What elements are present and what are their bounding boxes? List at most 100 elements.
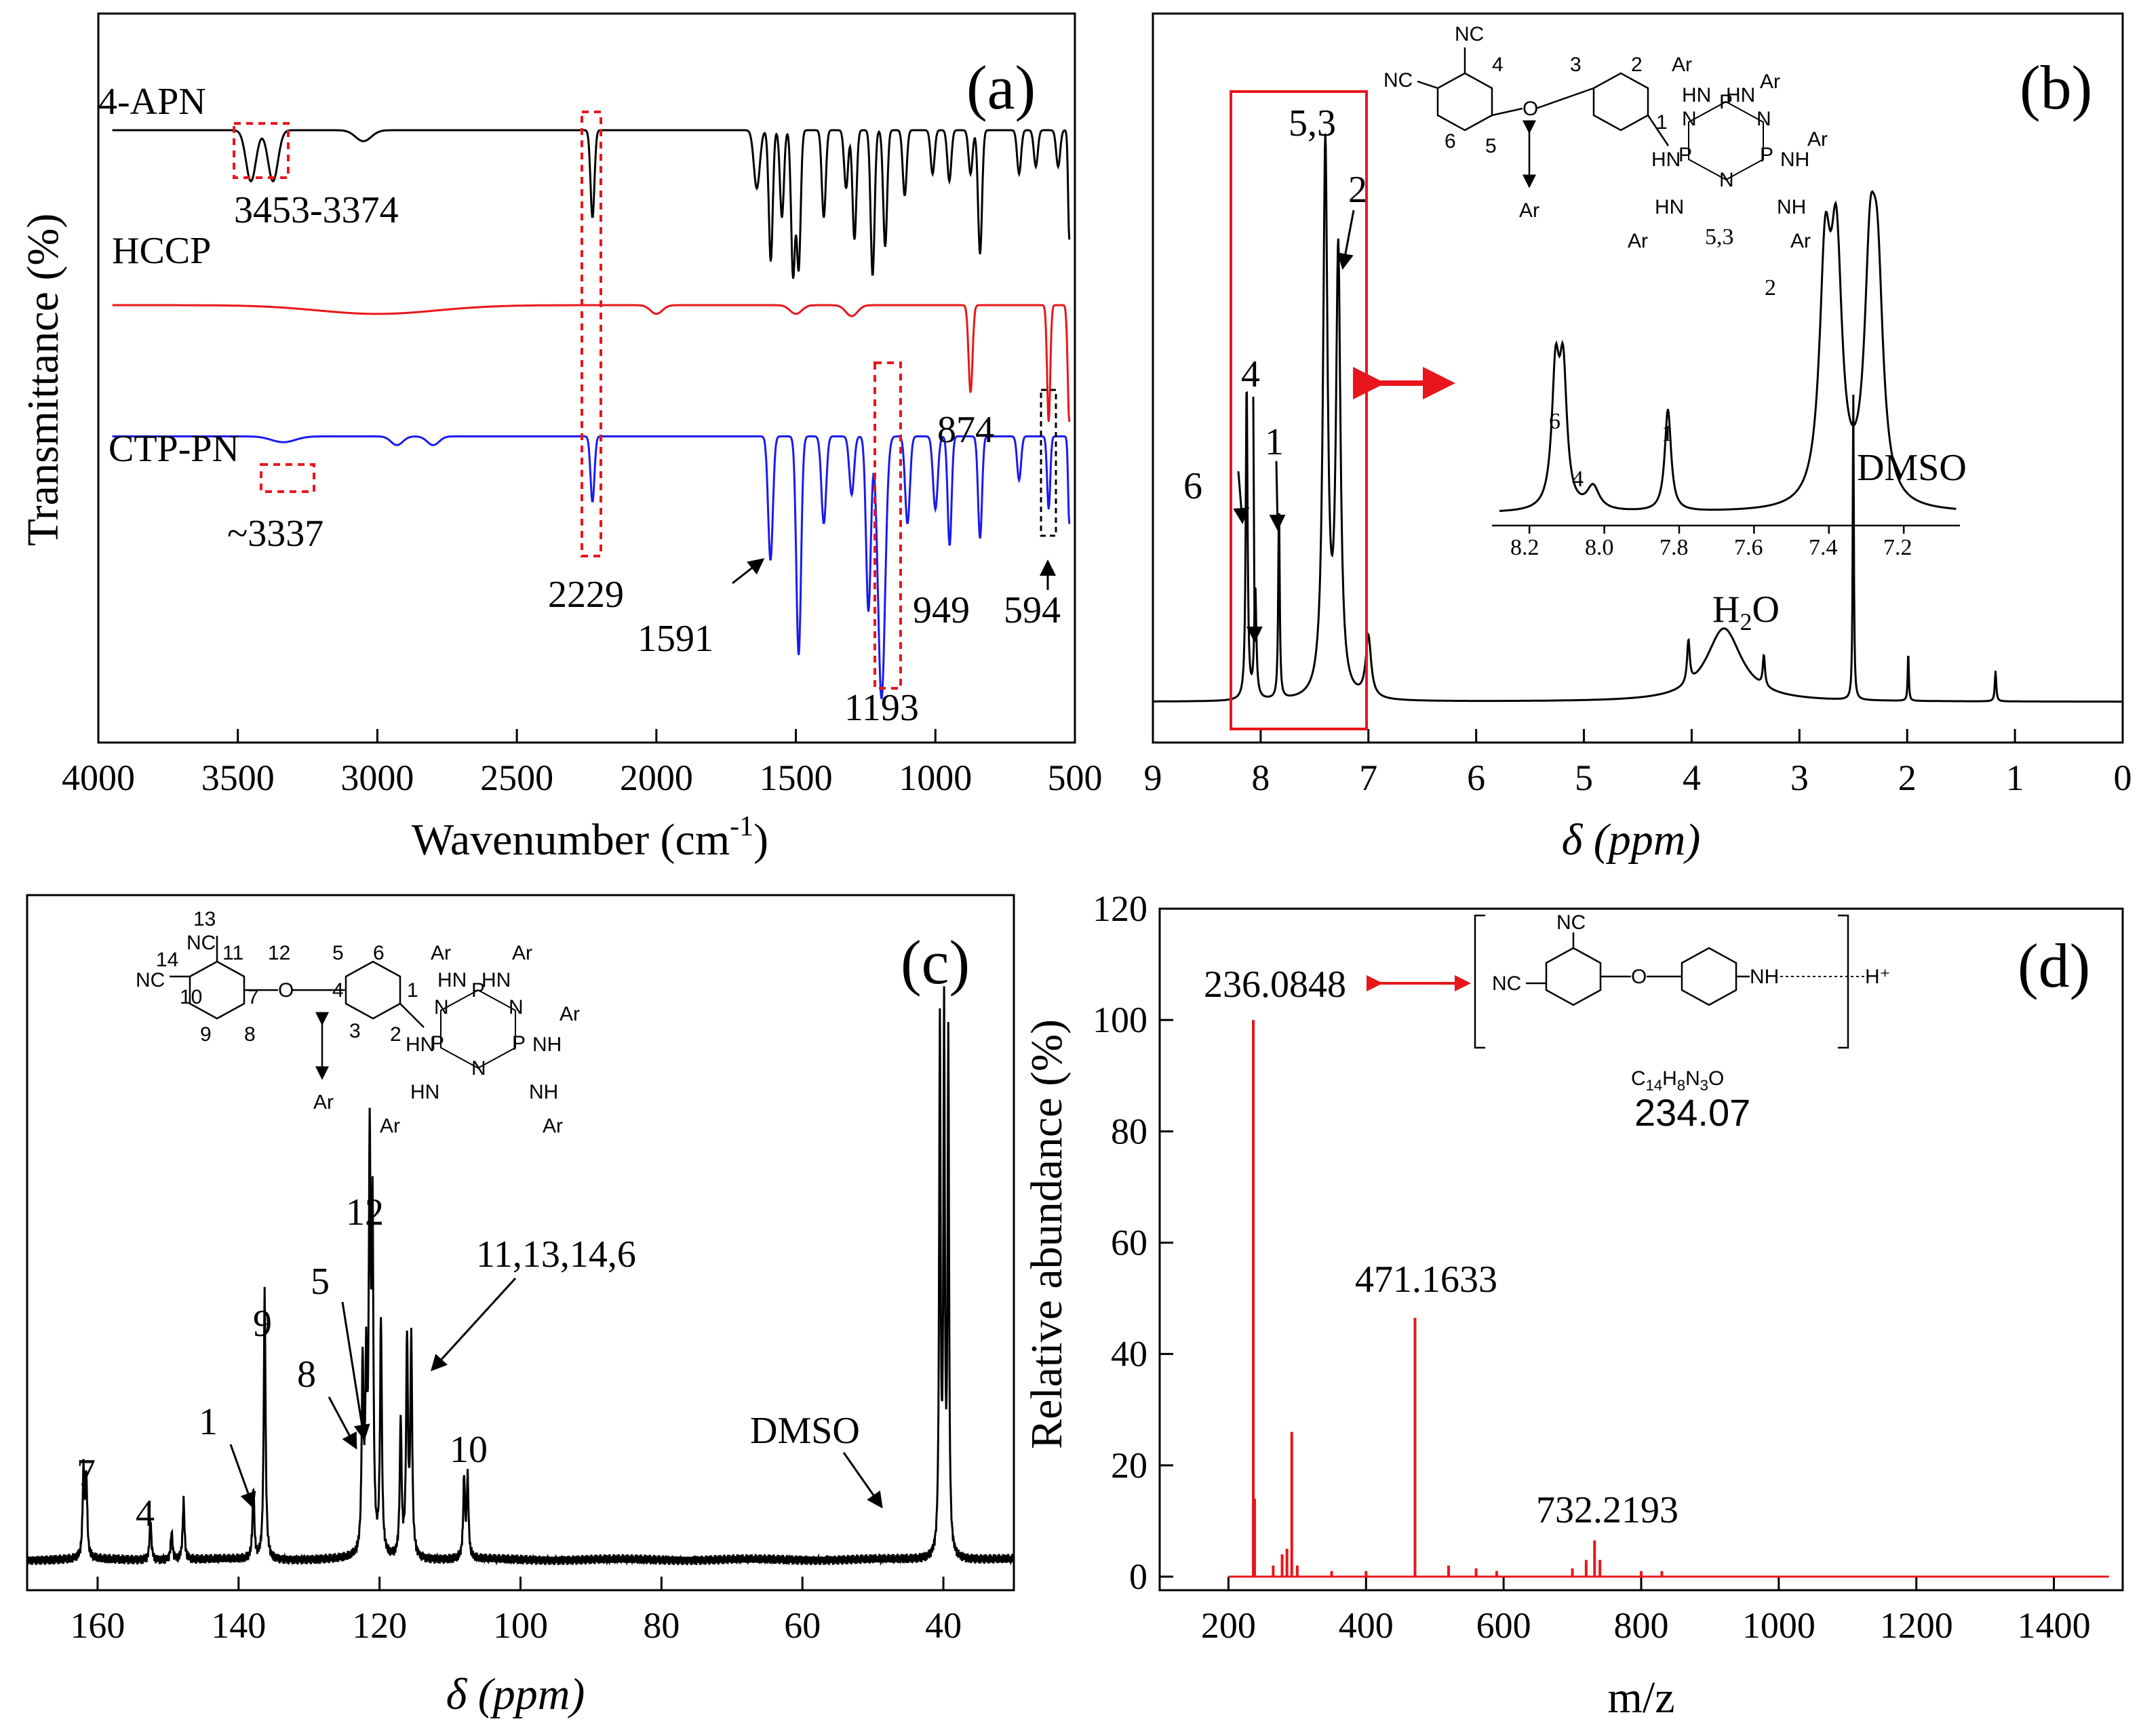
svg-text:Ar: Ar bbox=[543, 1115, 563, 1137]
peak-label-1: 1 bbox=[1265, 421, 1284, 463]
peak-label-236: 236.0848 bbox=[1204, 964, 1346, 1006]
svg-text:N: N bbox=[434, 996, 449, 1019]
peak-label-12: 12 bbox=[346, 1191, 384, 1234]
x-axis-c-tick-label: 120 bbox=[352, 1605, 407, 1646]
svg-text:9: 9 bbox=[200, 1023, 212, 1046]
x-axis-a-tick-label: 500 bbox=[1048, 757, 1103, 798]
svg-text:10: 10 bbox=[180, 986, 202, 1008]
svg-text:NH: NH bbox=[1780, 149, 1809, 171]
svg-text:HN: HN bbox=[1726, 84, 1755, 106]
panel-b-frame bbox=[1152, 12, 2124, 744]
panel-a-tag: (a) bbox=[966, 53, 1036, 122]
arrow-peak-4 bbox=[1246, 396, 1263, 643]
annotation-1193: 1193 bbox=[844, 687, 919, 729]
peak-label-11136: 11,13,14,6 bbox=[476, 1234, 636, 1276]
svg-text:3: 3 bbox=[1570, 54, 1582, 76]
inset-label-1: 1 bbox=[1662, 421, 1673, 446]
panel-a-frame bbox=[97, 12, 1076, 744]
annotation-3337: ~3337 bbox=[227, 513, 323, 555]
inset-label-6: 6 bbox=[1549, 409, 1560, 434]
series-label-ctppn: CTP-PN bbox=[109, 428, 239, 470]
svg-text:4: 4 bbox=[1492, 54, 1504, 76]
svg-text:Ar: Ar bbox=[431, 942, 451, 964]
svg-text:P: P bbox=[1678, 144, 1692, 166]
svg-text:11: 11 bbox=[222, 942, 243, 964]
svg-text:Ar: Ar bbox=[1672, 54, 1692, 76]
series-line-4apn bbox=[112, 129, 1071, 279]
x-axis-b-tick-label: 3 bbox=[1790, 757, 1809, 798]
series-label-hccp: HCCP bbox=[112, 230, 211, 272]
y-axis-d-tick-label: 80 bbox=[1111, 1111, 1147, 1151]
highlight-box-3337 bbox=[260, 463, 315, 493]
svg-text:Ar: Ar bbox=[512, 942, 532, 964]
svg-text:HN: HN bbox=[1651, 149, 1681, 171]
panel-d: 200 400 600 800 1000 1200 1400020406080100120 … bbox=[1022, 888, 2124, 1722]
svg-text:4: 4 bbox=[332, 979, 344, 1002]
series-line-hccp bbox=[112, 304, 1071, 422]
x-axis-d-tick-label: 400 bbox=[1339, 1605, 1394, 1646]
x-axis-c-tick-label: 60 bbox=[784, 1605, 821, 1646]
arrow-peak-2 bbox=[1337, 210, 1355, 270]
svg-text:Ar: Ar bbox=[559, 1003, 580, 1025]
structure-d: NC NC O NH H⁺ C14H8N3O 234.07 bbox=[1474, 911, 1891, 1134]
inset-label-2: 2 bbox=[1765, 275, 1776, 300]
svg-text:Ar: Ar bbox=[1760, 71, 1780, 93]
inset-tick-8.0: 8.0 bbox=[1585, 535, 1614, 560]
svg-text:5: 5 bbox=[1485, 135, 1497, 157]
svg-text:NC: NC bbox=[186, 932, 216, 954]
annotation-874: 874 bbox=[937, 409, 994, 451]
svg-text:2: 2 bbox=[1631, 54, 1643, 76]
x-axis-b-tick-label: 6 bbox=[1467, 757, 1485, 798]
peak-label-dmso: DMSO bbox=[1857, 447, 1967, 489]
inset-tick-7.6: 7.6 bbox=[1734, 535, 1763, 560]
svg-text:NH: NH bbox=[1777, 196, 1806, 218]
highlight-box-1193 bbox=[873, 361, 902, 690]
y-axis-title-a: Transmittance (%) bbox=[18, 214, 68, 547]
svg-text:NH: NH bbox=[532, 1033, 562, 1056]
x-axis-c-tick-label: 80 bbox=[643, 1605, 680, 1646]
peak-label-9: 9 bbox=[253, 1303, 272, 1345]
panel-c-tag: (c) bbox=[901, 928, 970, 997]
structure-c: 13 NC 14 NC 11 12 10 7 9 8 O 4 5 6 3 2 1… bbox=[136, 908, 580, 1137]
arrow-c8 bbox=[328, 1396, 357, 1450]
x-axis-b-tick-label: 7 bbox=[1359, 757, 1377, 798]
peak-label-471: 471.1633 bbox=[1355, 1259, 1497, 1301]
structure-b: NC NC O Ar 4 3 2 6 5 1 P P P N N N HN HN… bbox=[1383, 23, 1828, 252]
svg-text:HN: HN bbox=[482, 969, 511, 991]
peak-label-8: 8 bbox=[297, 1354, 316, 1396]
svg-text:Ar: Ar bbox=[1807, 128, 1828, 151]
x-axis-a-tick-label: 2500 bbox=[480, 757, 553, 798]
x-axis-c-tick-label: 40 bbox=[925, 1605, 962, 1646]
x-axis-title-c: δ (ppm) bbox=[446, 1670, 585, 1719]
svg-text:N: N bbox=[509, 996, 524, 1019]
peak-label-732: 732.2193 bbox=[1536, 1489, 1678, 1531]
x-axis-b-tick-label: 0 bbox=[2114, 757, 2132, 798]
series-line-ctppn bbox=[112, 435, 1071, 699]
inset-tick-7.2: 7.2 bbox=[1883, 535, 1912, 560]
svg-text:HN: HN bbox=[1682, 84, 1711, 106]
svg-text:NC: NC bbox=[1383, 69, 1413, 92]
y-axis-d-tick-label: 40 bbox=[1111, 1334, 1147, 1375]
svg-text:5: 5 bbox=[332, 942, 344, 964]
svg-text:N: N bbox=[471, 1057, 486, 1080]
svg-text:P: P bbox=[512, 1032, 526, 1054]
panel-d-tag: (d) bbox=[2018, 931, 2090, 1000]
y-axis-d-tick-label: 0 bbox=[1129, 1556, 1147, 1597]
x-axis-c-tick-label: 140 bbox=[211, 1605, 266, 1646]
y-axis-d-tick-label: 100 bbox=[1093, 1000, 1147, 1040]
peak-label-4: 4 bbox=[1241, 353, 1260, 395]
svg-text:P: P bbox=[431, 1032, 444, 1054]
annotation-1591: 1591 bbox=[637, 618, 713, 660]
arrow-c5 bbox=[341, 1301, 370, 1441]
svg-text:Ar: Ar bbox=[380, 1115, 400, 1137]
x-axis-d-tick-label: 1000 bbox=[1742, 1605, 1815, 1646]
y-axis-title-d: Relative abundance (%) bbox=[1022, 1019, 1072, 1449]
svg-text:HN: HN bbox=[437, 969, 467, 991]
svg-text:P: P bbox=[1719, 91, 1733, 113]
x-axis-a-tick-label: 4000 bbox=[62, 757, 135, 798]
series-label-4apn: 4-APN bbox=[98, 81, 206, 123]
peak-label-dmso-c: DMSO bbox=[750, 1410, 860, 1452]
x-axis-a-tick-label: 1000 bbox=[899, 757, 972, 798]
